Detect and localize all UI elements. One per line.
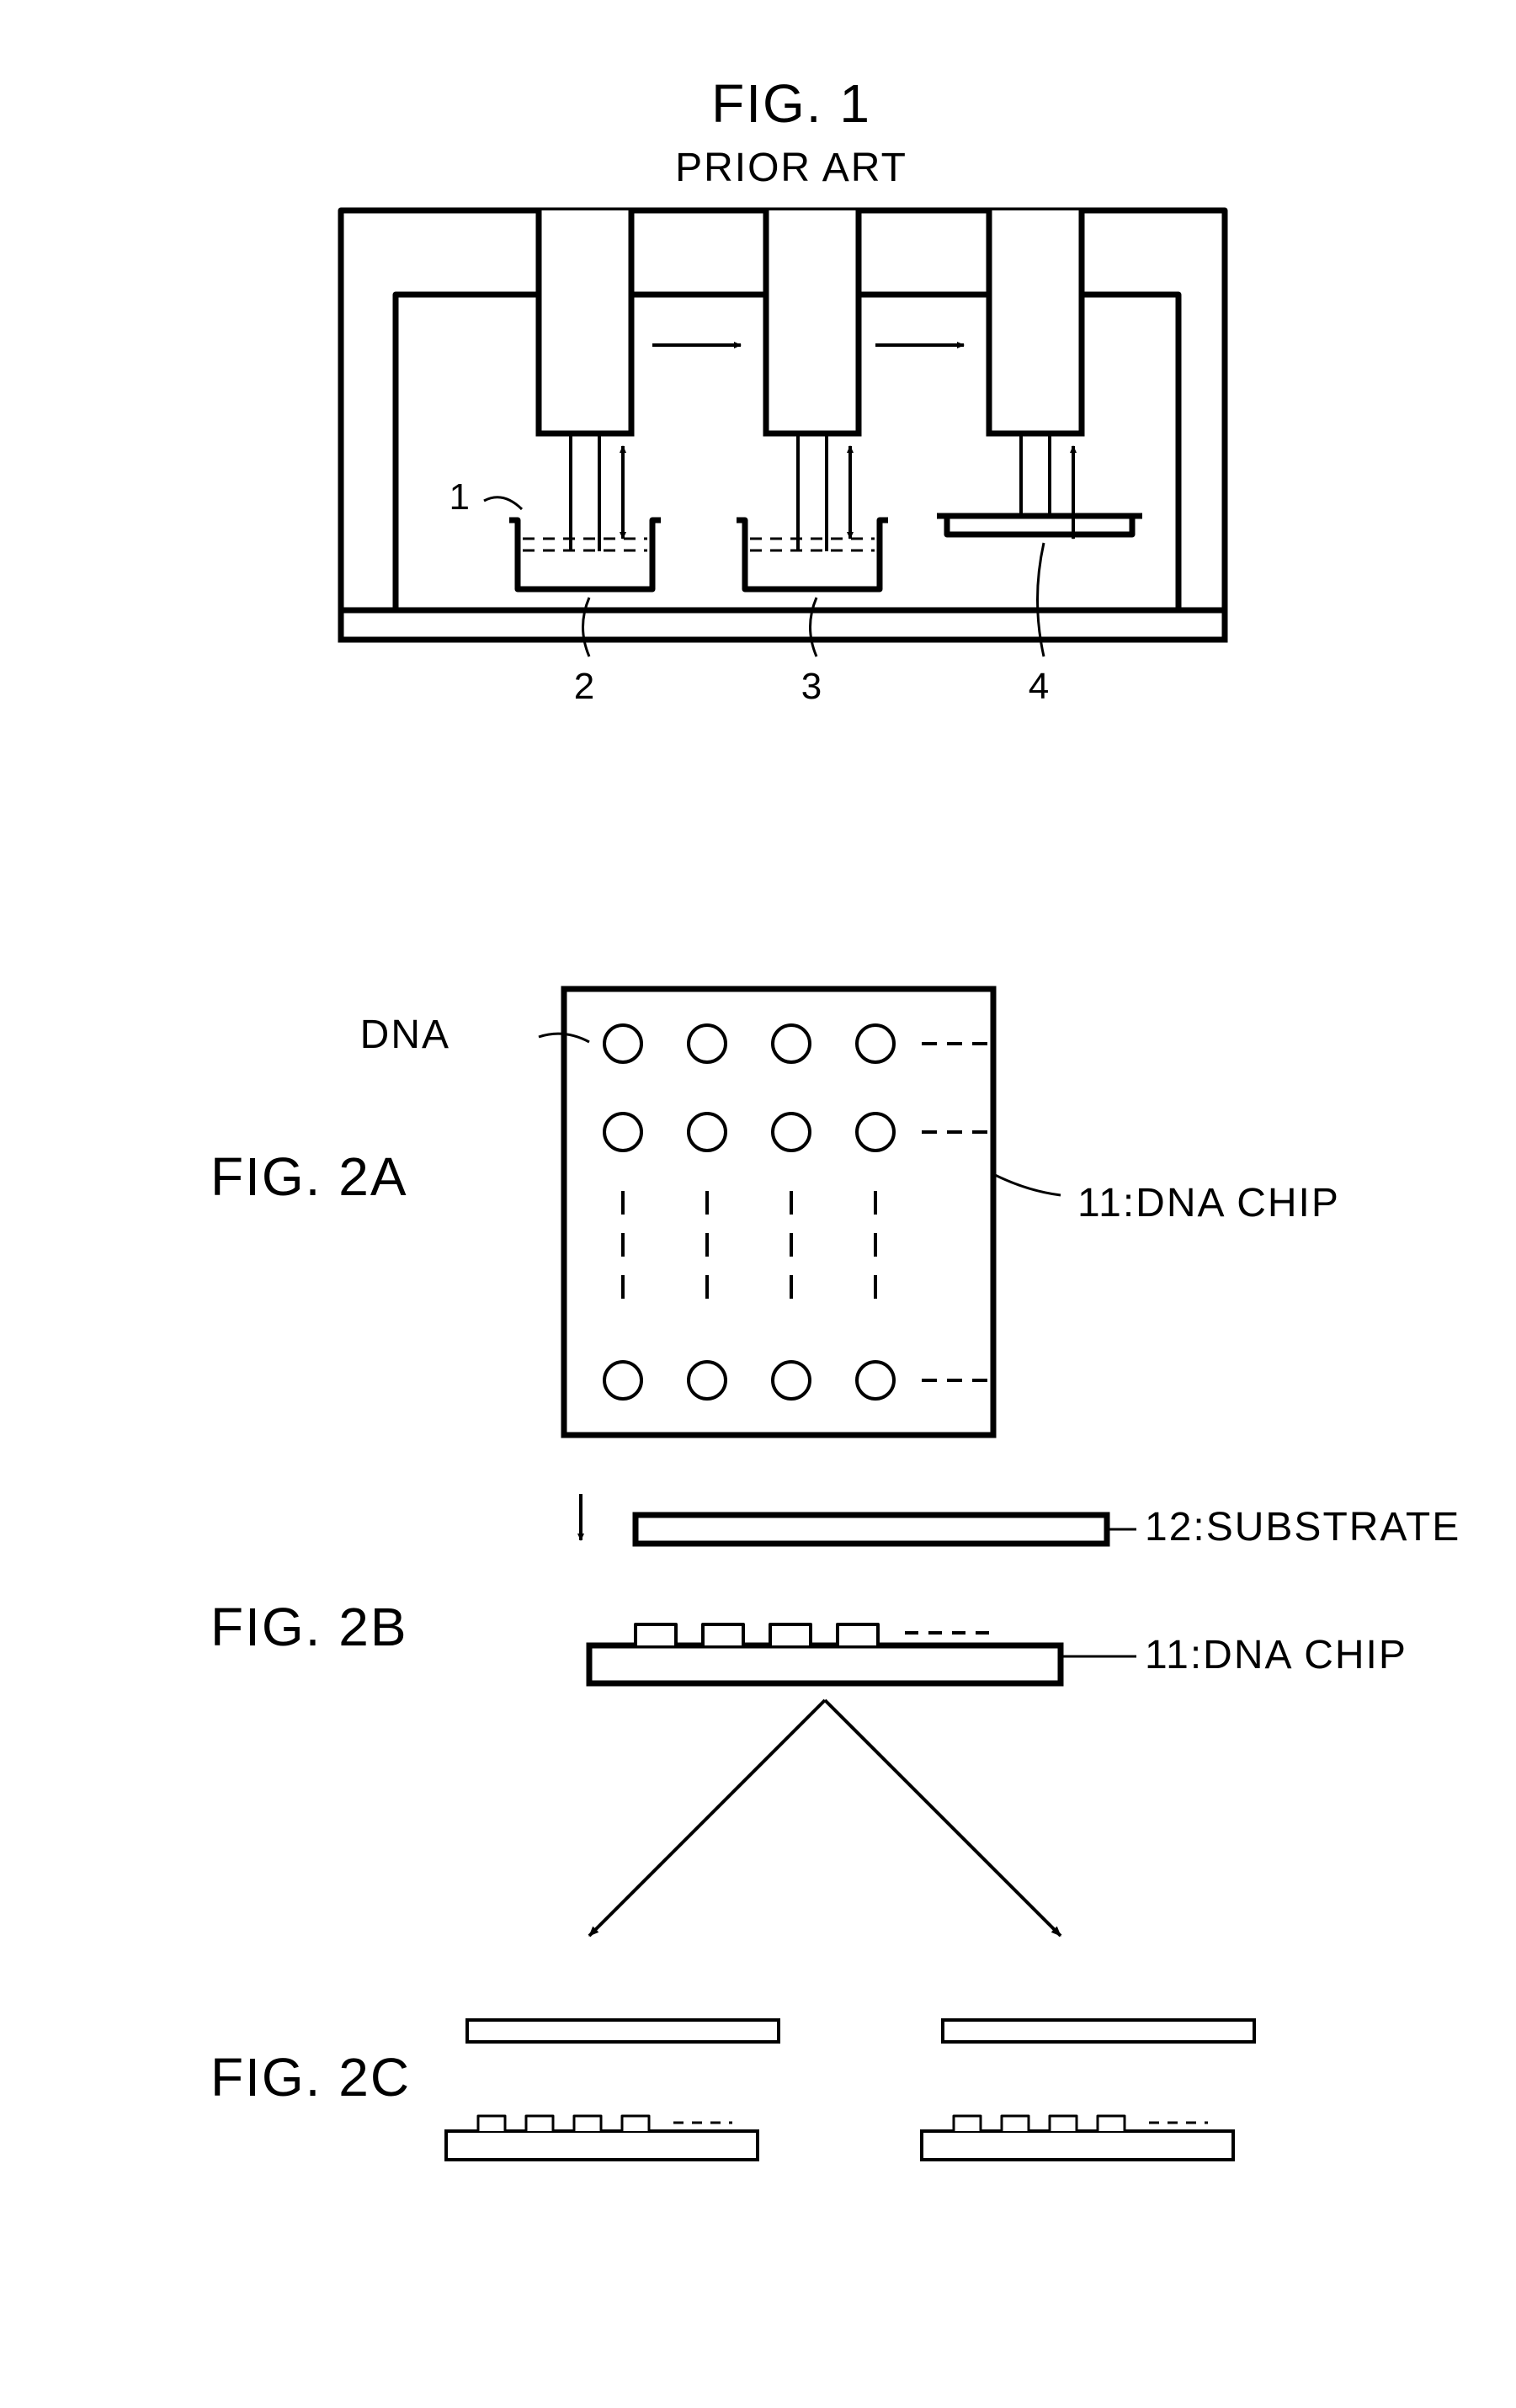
fig1-subtitle: PRIOR ART <box>675 146 907 190</box>
fig1-number: 2 <box>574 666 596 707</box>
fig2b-label: FIG. 2B <box>210 1597 408 1657</box>
substrate-callout: 12:SUBSTRATE <box>1145 1505 1460 1550</box>
fig2a-label: FIG. 2A <box>210 1146 408 1207</box>
fig1-label-1: 1 <box>449 476 471 518</box>
fig2a-diagram <box>539 989 1061 1435</box>
dna-label: DNA <box>360 1013 450 1057</box>
fig1-number: 3 <box>801 666 823 707</box>
fig1-number: 4 <box>1029 666 1051 707</box>
fig2b-chip-callout: 11:DNA CHIP <box>1145 1633 1407 1677</box>
fig1-title: FIG. 1 <box>711 73 871 134</box>
fig2c-label: FIG. 2C <box>210 2047 411 2108</box>
fig2a-chip-callout: 11:DNA CHIP <box>1077 1181 1340 1225</box>
